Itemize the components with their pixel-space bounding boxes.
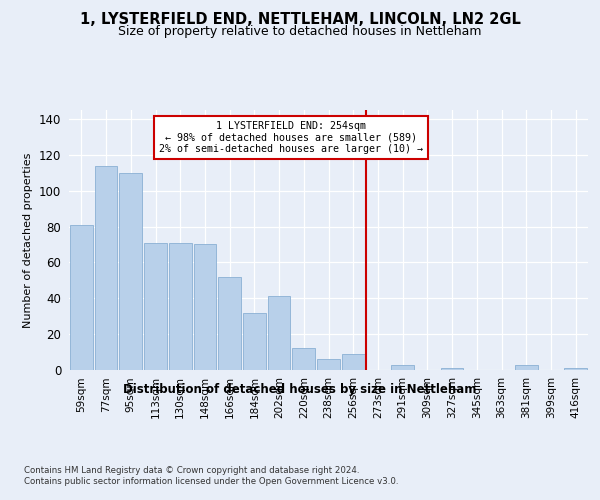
Y-axis label: Number of detached properties: Number of detached properties bbox=[23, 152, 34, 328]
Text: 1 LYSTERFIELD END: 254sqm
← 98% of detached houses are smaller (589)
2% of semi-: 1 LYSTERFIELD END: 254sqm ← 98% of detac… bbox=[160, 121, 424, 154]
Bar bbox=[95, 166, 118, 370]
Bar bbox=[391, 364, 414, 370]
Bar bbox=[515, 364, 538, 370]
Bar bbox=[342, 354, 365, 370]
Bar bbox=[441, 368, 463, 370]
Bar bbox=[317, 359, 340, 370]
Bar bbox=[292, 348, 315, 370]
Bar bbox=[218, 277, 241, 370]
Bar bbox=[564, 368, 587, 370]
Bar bbox=[119, 173, 142, 370]
Bar bbox=[70, 225, 93, 370]
Bar bbox=[169, 242, 191, 370]
Text: Distribution of detached houses by size in Nettleham: Distribution of detached houses by size … bbox=[124, 382, 476, 396]
Bar bbox=[194, 244, 216, 370]
Bar bbox=[144, 242, 167, 370]
Text: Contains HM Land Registry data © Crown copyright and database right 2024.: Contains HM Land Registry data © Crown c… bbox=[24, 466, 359, 475]
Bar bbox=[268, 296, 290, 370]
Text: Contains public sector information licensed under the Open Government Licence v3: Contains public sector information licen… bbox=[24, 478, 398, 486]
Text: Size of property relative to detached houses in Nettleham: Size of property relative to detached ho… bbox=[118, 25, 482, 38]
Bar bbox=[243, 312, 266, 370]
Text: 1, LYSTERFIELD END, NETTLEHAM, LINCOLN, LN2 2GL: 1, LYSTERFIELD END, NETTLEHAM, LINCOLN, … bbox=[80, 12, 520, 28]
